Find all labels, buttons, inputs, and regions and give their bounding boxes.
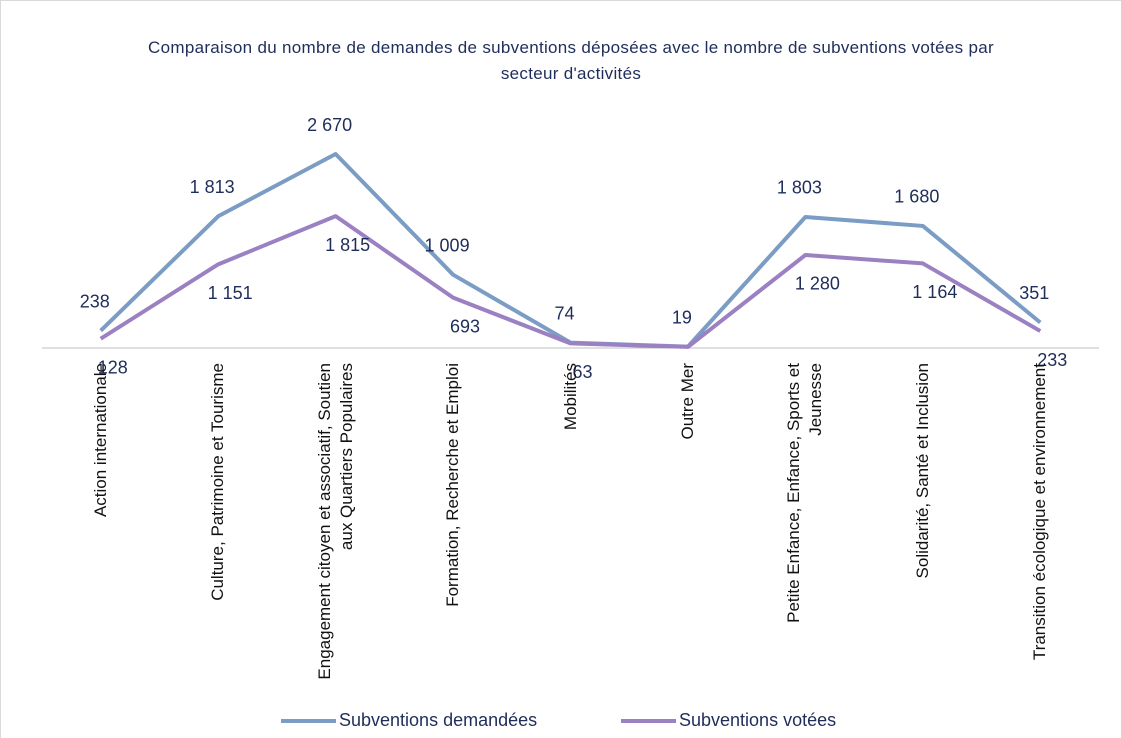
data-label: 63 <box>572 362 592 382</box>
x-tick-label: Action internationale <box>90 363 110 518</box>
data-label: 1 009 <box>425 235 470 255</box>
data-label: 351 <box>1019 283 1049 303</box>
x-tick-label: Engagement citoyen et associatif, Soutie… <box>314 363 356 680</box>
data-label: 1 803 <box>777 178 822 198</box>
chart-title: Comparaison du nombre de demandes de sub… <box>148 38 994 83</box>
data-label: 2 670 <box>307 115 352 135</box>
legend-label: Subventions demandées <box>339 710 537 730</box>
data-label: 233 <box>1037 350 1067 370</box>
data-label: 74 <box>554 303 574 323</box>
data-label: 19 <box>672 307 692 327</box>
data-label: 1 815 <box>325 235 370 255</box>
series-line <box>99 214 1042 349</box>
data-label: 1 151 <box>208 283 253 303</box>
data-label: 128 <box>98 357 128 377</box>
data-label: 1 680 <box>894 187 939 207</box>
data-label: 238 <box>80 291 110 311</box>
x-tick-label: Solidarité, Santé et Inclusion <box>912 363 932 579</box>
data-label: 1 280 <box>795 274 840 294</box>
x-tick-label: Petite Enfance, Enfance, Sports et Jeune… <box>784 363 826 623</box>
x-tick-label: Culture, Patrimoine et Tourisme <box>208 363 228 601</box>
data-label: 693 <box>450 316 480 336</box>
data-label: 1 813 <box>190 177 235 197</box>
x-tick-label: Mobilités <box>560 363 580 431</box>
legend-label: Subventions votées <box>679 710 836 730</box>
x-tick-label: Formation, Recherche et Emploi <box>443 363 463 607</box>
data-label: 1 164 <box>912 282 957 302</box>
x-tick-label: Outre Mer <box>677 363 697 440</box>
x-tick-label: Transition écologique et environnement <box>1030 363 1050 661</box>
